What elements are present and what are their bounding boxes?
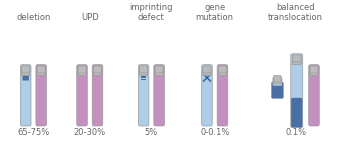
FancyBboxPatch shape <box>139 66 148 73</box>
FancyBboxPatch shape <box>310 66 318 73</box>
FancyBboxPatch shape <box>37 66 45 73</box>
FancyBboxPatch shape <box>77 65 87 126</box>
FancyBboxPatch shape <box>23 75 29 81</box>
Bar <box>141 79 146 80</box>
FancyBboxPatch shape <box>271 82 283 98</box>
FancyBboxPatch shape <box>94 66 102 73</box>
FancyBboxPatch shape <box>292 55 301 62</box>
Text: deletion: deletion <box>16 13 51 22</box>
FancyBboxPatch shape <box>203 68 211 76</box>
Bar <box>141 76 146 77</box>
Text: 5%: 5% <box>145 128 158 137</box>
FancyBboxPatch shape <box>138 65 149 126</box>
Text: imprinting
defect: imprinting defect <box>130 3 173 22</box>
Bar <box>141 77 146 78</box>
FancyBboxPatch shape <box>273 78 282 86</box>
FancyBboxPatch shape <box>139 68 148 76</box>
FancyBboxPatch shape <box>217 65 228 126</box>
FancyBboxPatch shape <box>274 76 281 82</box>
FancyBboxPatch shape <box>22 66 30 73</box>
FancyBboxPatch shape <box>310 68 318 76</box>
FancyBboxPatch shape <box>22 68 30 76</box>
FancyBboxPatch shape <box>155 68 163 76</box>
FancyBboxPatch shape <box>291 54 303 128</box>
Text: 65-75%: 65-75% <box>17 128 50 137</box>
FancyBboxPatch shape <box>203 66 211 73</box>
FancyBboxPatch shape <box>37 68 45 76</box>
FancyBboxPatch shape <box>155 66 163 73</box>
FancyBboxPatch shape <box>154 65 164 126</box>
FancyBboxPatch shape <box>94 68 102 76</box>
FancyBboxPatch shape <box>274 78 281 84</box>
FancyBboxPatch shape <box>36 65 46 126</box>
FancyBboxPatch shape <box>20 65 31 126</box>
FancyBboxPatch shape <box>218 66 227 73</box>
Text: 0.1%: 0.1% <box>285 128 306 137</box>
FancyBboxPatch shape <box>291 98 302 127</box>
FancyBboxPatch shape <box>78 68 86 76</box>
Text: gene
mutation: gene mutation <box>196 3 234 22</box>
FancyBboxPatch shape <box>292 58 301 65</box>
Text: 0-0.1%: 0-0.1% <box>200 128 230 137</box>
Text: UPD: UPD <box>81 13 99 22</box>
FancyBboxPatch shape <box>78 66 86 73</box>
FancyBboxPatch shape <box>92 65 103 126</box>
FancyBboxPatch shape <box>309 65 319 126</box>
Text: 20-30%: 20-30% <box>74 128 106 137</box>
FancyBboxPatch shape <box>218 68 227 76</box>
Text: balanced
translocation: balanced translocation <box>268 3 323 22</box>
FancyBboxPatch shape <box>202 65 212 126</box>
